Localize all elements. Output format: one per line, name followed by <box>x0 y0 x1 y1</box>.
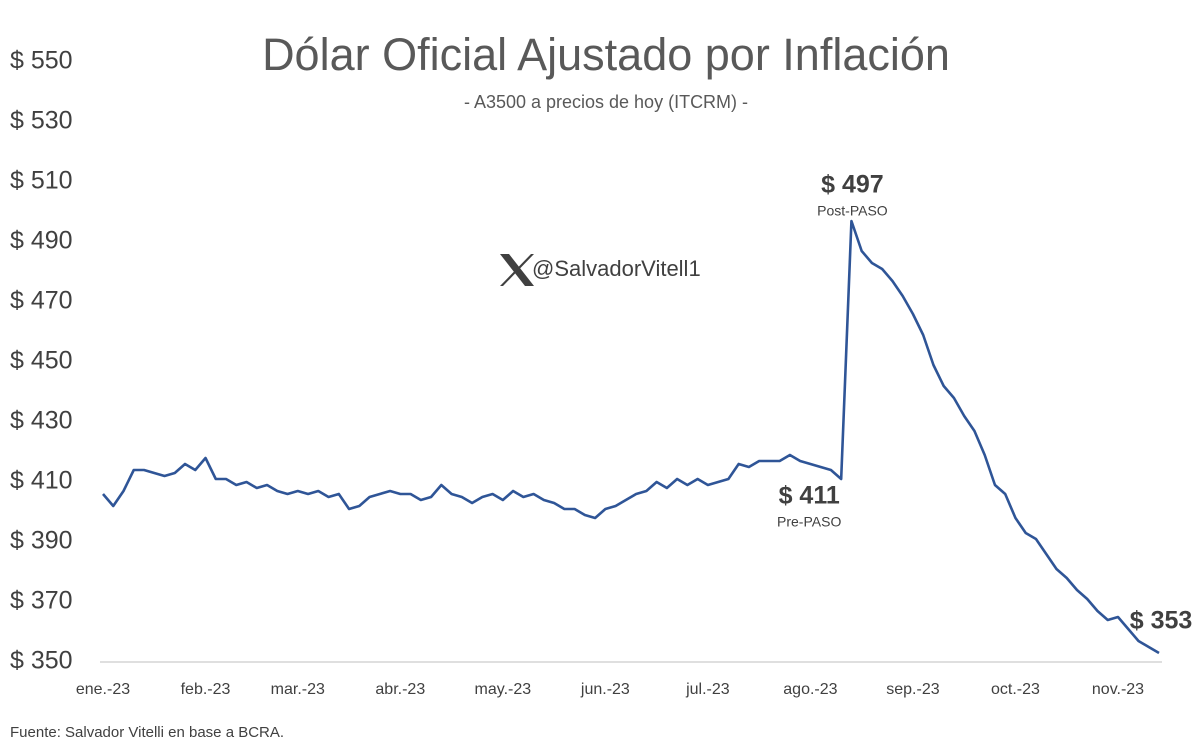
x-tick-label: oct.-23 <box>991 681 1040 698</box>
y-tick-label: $ 390 <box>10 527 73 555</box>
x-tick-label: mar.-23 <box>271 681 325 698</box>
x-tick-label: jun.-23 <box>580 681 630 698</box>
y-tick-label: $ 550 <box>10 47 73 75</box>
series-line <box>102 219 1160 655</box>
y-tick-label: $ 370 <box>10 587 73 615</box>
data-note: Pre-PASO <box>777 514 841 530</box>
y-tick-label: $ 510 <box>10 167 73 195</box>
y-tick-label: $ 490 <box>10 227 73 255</box>
x-logo <box>500 254 534 286</box>
x-tick-label: sep.-23 <box>886 681 939 698</box>
x-tick-label: feb.-23 <box>181 681 231 698</box>
data-label: $ 411 <box>779 482 840 510</box>
x-tick-label: nov.-23 <box>1092 681 1144 698</box>
y-tick-label: $ 470 <box>10 287 73 315</box>
x-tick-label: may.-23 <box>475 681 532 698</box>
x-tick-label: ene.-23 <box>76 681 130 698</box>
y-tick-label: $ 410 <box>10 467 73 495</box>
x-tick-label: ago.-23 <box>783 681 837 698</box>
y-tick-label: $ 430 <box>10 407 73 435</box>
data-note: Post-PASO <box>817 203 888 219</box>
y-tick-label: $ 530 <box>10 107 73 135</box>
source-note: Fuente: Salvador Vitelli en base a BCRA. <box>10 724 284 741</box>
x-tick-label: abr.-23 <box>375 681 425 698</box>
chart-title: Dólar Oficial Ajustado por Inflación <box>262 29 950 80</box>
y-tick-label: $ 450 <box>10 347 73 375</box>
y-tick-label: $ 350 <box>10 647 73 675</box>
x-tick-label: jul.-23 <box>685 681 730 698</box>
data-label: $ 497 <box>821 171 884 199</box>
data-label: $ 353 <box>1130 607 1193 635</box>
watermark: @SalvadorVitell1 <box>532 256 701 281</box>
chart-subtitle: - A3500 a precios de hoy (ITCRM) - <box>464 92 748 112</box>
